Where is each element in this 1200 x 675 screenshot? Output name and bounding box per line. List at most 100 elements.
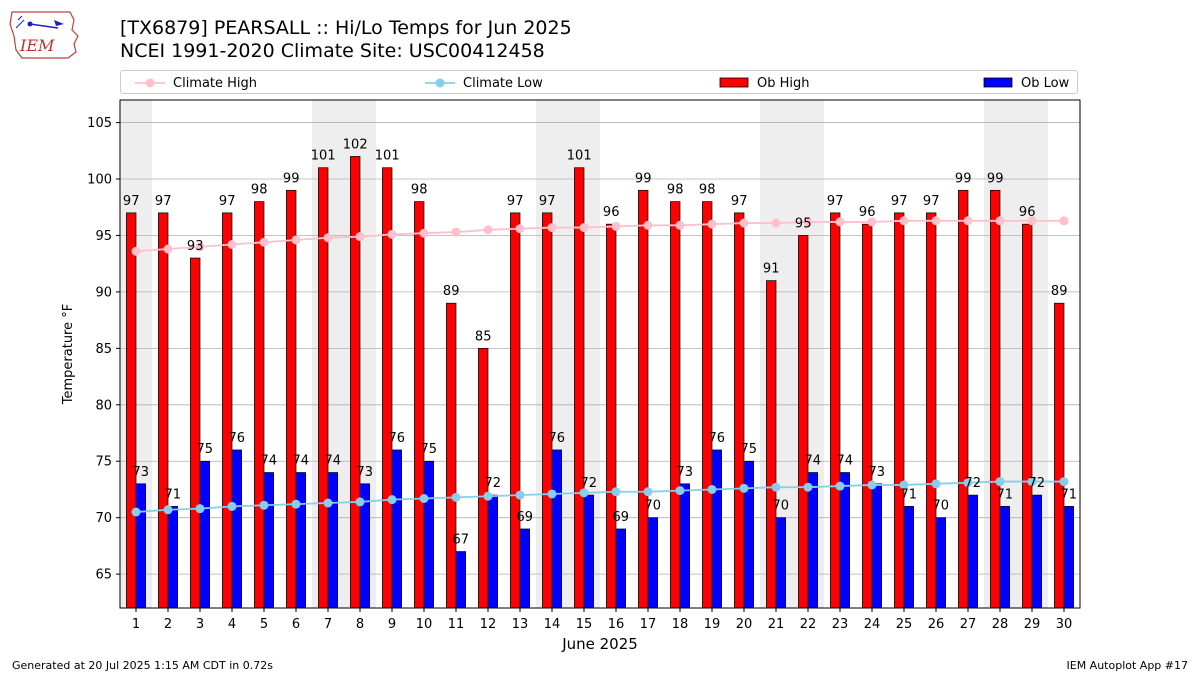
climate-low-point-8 [355,497,365,507]
ob-high-label-1: 97 [123,194,140,209]
y-tick-label-95: 95 [95,229,112,244]
legend-item-ob-low: Ob Low [983,74,1069,92]
ob-low-bar-10 [423,460,434,609]
ob-low-label-6: 74 [293,454,310,469]
ob-high-label-23: 97 [827,194,844,209]
ob-low-label-8: 73 [357,465,374,480]
ob-high-label-2: 97 [155,194,172,209]
climate-low-point-11 [451,492,461,502]
ob-high-label-16: 96 [603,205,620,220]
ob-low-label-2: 71 [165,487,182,502]
ob-low-bar-24 [871,483,882,609]
x-tick-label-29: 29 [1024,617,1041,632]
climate-high-point-10 [419,228,429,238]
ob-high-label-10: 98 [411,183,428,198]
climate-low-point-3 [195,504,205,514]
ob-low-label-21: 70 [773,499,790,514]
climate-high-point-12 [483,225,493,235]
ob-low-label-28: 71 [997,487,1014,502]
ob-low-label-20: 75 [741,442,758,457]
climate-high-point-9 [387,229,397,239]
ob-high-label-11: 89 [443,284,460,299]
ob-low-bar-28 [999,506,1010,609]
ob-low-bar-5 [263,472,274,609]
ob-high-label-22: 95 [795,216,812,231]
climate-low-point-17 [643,487,653,497]
x-tick-label-23: 23 [832,617,849,632]
ob-high-label-26: 97 [923,194,940,209]
ob-high-label-6: 99 [283,171,300,186]
legend-item-climate-high: Climate High [135,74,257,92]
x-tick-label-20: 20 [736,617,753,632]
ob-low-label-18: 73 [677,465,694,480]
x-tick-label-6: 6 [292,617,300,632]
ob-low-bar-22 [807,472,818,609]
ob-high-bar-22 [798,235,809,609]
climate-high-point-8 [355,232,365,242]
ob-high-label-9: 101 [375,149,400,164]
ob-low-bar-27 [967,494,978,609]
x-tick-label-19: 19 [704,617,721,632]
ob-high-bar-18 [670,201,681,609]
ob-low-bar-14 [551,449,562,609]
ob-high-bar-15 [574,167,585,609]
ob-low-bar-6 [295,472,306,609]
ob-high-label-19: 98 [699,183,716,198]
ob-low-label-16: 69 [613,510,630,525]
x-tick-label-25: 25 [896,617,913,632]
ob-high-bar-10 [414,201,425,609]
climate-high-point-21 [771,218,781,228]
chart-title: [TX6879] PEARSALL :: Hi/Lo Temps for Jun… [120,17,572,39]
ob-low-bar-2 [167,506,178,609]
ob-low-label-1: 73 [133,465,150,480]
x-tick-label-18: 18 [672,617,689,632]
climate-low-point-26 [931,479,941,489]
ob-low-bar-23 [839,472,850,609]
climate-low-point-16 [611,487,621,497]
ob-high-bar-19 [702,201,713,609]
x-axis-label: June 2025 [561,635,638,653]
x-tick-label-14: 14 [544,617,561,632]
ob-low-bar-18 [679,483,690,609]
ob-low-bar-26 [935,517,946,609]
ob-low-bar-3 [199,460,210,609]
climate-low-point-25 [899,480,909,490]
ob-high-bar-8 [350,156,361,609]
legend: Climate High Climate Low Ob High Ob Low [120,70,1078,94]
climate-low-point-7 [323,498,333,508]
climate-high-point-6 [291,235,301,245]
ob-low-label-22: 74 [805,454,822,469]
ob-high-label-4: 97 [219,194,236,209]
climate-low-point-10 [419,493,429,503]
legend-swatch-climate-high [135,78,165,88]
ob-high-label-8: 102 [343,137,368,152]
x-tick-label-26: 26 [928,617,945,632]
x-tick-label-21: 21 [768,617,785,632]
x-tick-label-27: 27 [960,617,977,632]
ob-low-bar-9 [391,449,402,609]
x-tick-label-2: 2 [164,617,172,632]
climate-high-point-3 [195,242,205,252]
ob-high-bar-23 [830,212,841,609]
ob-high-label-25: 97 [891,194,908,209]
x-tick-label-30: 30 [1056,617,1073,632]
ob-high-bar-3 [190,257,201,609]
climate-low-point-23 [835,481,845,491]
ob-low-label-9: 76 [389,431,406,446]
x-tick-label-8: 8 [356,617,364,632]
ob-low-label-5: 74 [261,454,278,469]
ob-high-bar-20 [734,212,745,609]
ob-low-label-3: 75 [197,442,214,457]
ob-high-bar-29 [1022,223,1033,609]
ob-low-bar-12 [487,494,498,609]
climate-low-point-22 [803,482,813,492]
ob-high-bar-14 [542,212,553,609]
ob-low-label-26: 70 [933,499,950,514]
climate-high-point-15 [579,223,589,233]
ob-high-label-24: 96 [859,205,876,220]
x-tick-label-17: 17 [640,617,657,632]
ob-low-label-29: 72 [1029,476,1046,491]
legend-label-ob-low: Ob Low [1021,75,1070,91]
gridlines [120,122,1080,575]
ob-low-label-7: 74 [325,454,342,469]
